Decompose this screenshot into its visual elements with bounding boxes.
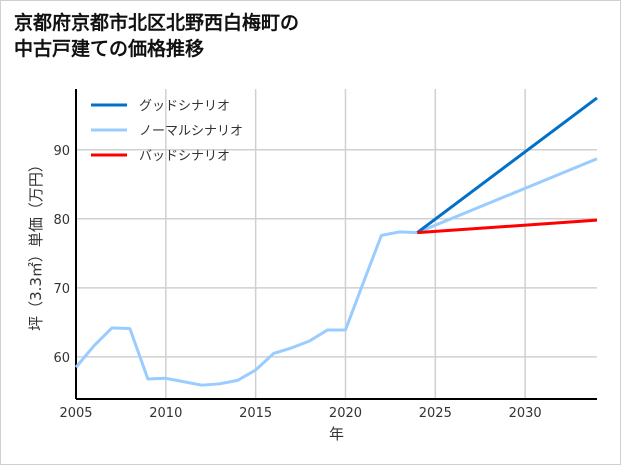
x-tick-label: 2030 (509, 406, 542, 421)
series-line-1 (416, 96, 598, 234)
chart-title: 京都府京都市北区北野西白梅町の 中古戸建ての価格推移 (14, 10, 299, 62)
x-tick-label: 2005 (59, 406, 92, 421)
y-tick-label: 80 (53, 213, 70, 228)
y-tick-label: 70 (53, 282, 70, 297)
chart-title-line-1: 京都府京都市北区北野西白梅町の (14, 12, 300, 34)
x-tick-label: 2025 (419, 406, 452, 421)
x-tick-label: 2010 (149, 406, 182, 421)
x-axis-label: 年 (329, 425, 344, 443)
x-tick-label: 2015 (239, 406, 272, 421)
y-tick-label: 90 (53, 144, 70, 159)
x-tick-label: 2020 (329, 406, 362, 421)
y-axis-label: 坪（3.3㎡）単価（万円） (27, 157, 45, 331)
legend-label-1: グッドシナリオ (139, 99, 230, 114)
series-line-2 (74, 157, 598, 387)
legend-label-2: ノーマルシナリオ (139, 124, 243, 139)
y-tick-label: 60 (53, 351, 70, 366)
chart-title-line-2: 中古戸建ての価格推移 (14, 38, 205, 60)
legend-label-3: バッドシナリオ (139, 149, 230, 164)
series-line-3 (417, 218, 598, 235)
